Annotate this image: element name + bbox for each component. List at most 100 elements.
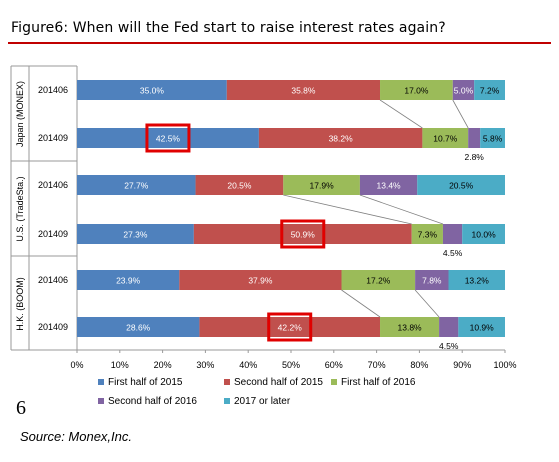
title-underline	[8, 42, 551, 44]
x-tick-label: 90%	[453, 360, 471, 370]
row-label: 201409	[38, 229, 68, 239]
row-label: 201409	[38, 322, 68, 332]
bar-segment	[77, 80, 227, 100]
bar-segment	[458, 317, 505, 337]
chart-title: Figure6: When will the Fed start to rais…	[11, 20, 446, 36]
bar-segment	[193, 224, 412, 244]
bar-segment	[452, 80, 475, 100]
bar-segment	[468, 128, 481, 148]
page-number: 6	[16, 397, 26, 419]
legend-swatch	[98, 398, 104, 404]
value-label: 7.8%	[422, 276, 442, 286]
bar-segment	[417, 175, 505, 195]
value-label: 17.9%	[310, 181, 335, 191]
bar-segment	[359, 175, 418, 195]
value-label: 10.7%	[433, 134, 458, 144]
bar-segment	[411, 224, 443, 244]
highlight-box	[145, 123, 191, 153]
series-connector	[452, 99, 469, 129]
value-label: 23.9%	[116, 276, 141, 286]
value-label: 17.0%	[404, 86, 429, 96]
value-label: 38.2%	[329, 134, 354, 144]
value-label: 42.5%	[156, 134, 181, 144]
value-label: 5.8%	[483, 134, 503, 144]
legend-label: 2017 or later	[234, 396, 291, 407]
bar-segment	[199, 317, 381, 337]
x-tick-label: 20%	[154, 360, 172, 370]
value-label: 5.0%	[454, 86, 474, 96]
x-tick-label: 70%	[368, 360, 386, 370]
series-connector	[414, 289, 440, 318]
legend-swatch	[224, 379, 230, 385]
legend-label: Second half of 2016	[108, 396, 197, 407]
bar-segment	[422, 128, 469, 148]
series-connector	[341, 289, 381, 318]
value-label: 17.2%	[366, 276, 391, 286]
legend-label: Second half of 2015	[234, 377, 323, 388]
bar-segment	[77, 270, 180, 290]
value-label: 13.8%	[398, 323, 423, 333]
x-tick-label: 50%	[282, 360, 300, 370]
bar-segment	[480, 128, 505, 148]
value-label: 42.2%	[278, 323, 303, 333]
group-label: Japan (MONEX)	[15, 81, 25, 147]
bar-segment	[77, 175, 196, 195]
value-label: 7.3%	[418, 230, 438, 240]
legend-label: First half of 2016	[341, 377, 416, 388]
x-tick-label: 30%	[196, 360, 214, 370]
value-label: 4.5%	[443, 248, 463, 258]
x-tick-label: 10%	[111, 360, 129, 370]
series-connector	[283, 194, 412, 225]
bar-segment	[77, 224, 194, 244]
highlight-box	[280, 219, 326, 249]
x-tick-label: 100%	[493, 360, 516, 370]
x-tick-label: 40%	[239, 360, 257, 370]
group-label: U.S. (TradeSta.)	[15, 176, 25, 241]
value-label: 35.8%	[291, 86, 316, 96]
row-label: 201406	[38, 180, 68, 190]
value-label: 27.3%	[123, 230, 148, 240]
legend-swatch	[98, 379, 104, 385]
bar-segment	[341, 270, 416, 290]
bar-segment	[462, 224, 505, 244]
row-label: 201406	[38, 275, 68, 285]
x-tick-label: 80%	[410, 360, 428, 370]
bar-segment	[77, 317, 200, 337]
legend-swatch	[331, 379, 337, 385]
bar-segment	[474, 80, 505, 100]
value-label: 10.0%	[472, 230, 497, 240]
value-label: 27.7%	[124, 181, 149, 191]
row-label: 201406	[38, 85, 68, 95]
group-label: H.K. (BOOM)	[15, 277, 25, 331]
bar-segment	[448, 270, 505, 290]
x-tick-label: 60%	[325, 360, 343, 370]
row-label: 201409	[38, 133, 68, 143]
value-label: 13.4%	[377, 181, 402, 191]
bar-segment	[442, 224, 463, 244]
legend-swatch	[224, 398, 230, 404]
x-tick-label: 0%	[70, 360, 83, 370]
bar-segment	[439, 317, 459, 337]
source-note: Source: Monex,Inc.	[20, 429, 132, 444]
value-label: 35.0%	[140, 86, 165, 96]
bar-segment	[179, 270, 342, 290]
value-label: 10.9%	[470, 323, 495, 333]
series-connector	[359, 194, 444, 225]
value-label: 50.9%	[291, 230, 316, 240]
value-label: 28.6%	[126, 323, 151, 333]
value-label: 2.8%	[464, 152, 484, 162]
bar-segment	[380, 80, 453, 100]
bar-segment	[283, 175, 360, 195]
bar-segment	[195, 175, 284, 195]
bar-segment	[226, 80, 381, 100]
bar-segment	[77, 128, 259, 148]
value-label: 20.5%	[227, 181, 252, 191]
bar-segment	[415, 270, 449, 290]
legend-label: First half of 2015	[108, 377, 183, 388]
value-label: 4.5%	[439, 341, 459, 351]
bar-segment	[258, 128, 423, 148]
highlight-box	[267, 312, 313, 342]
series-connector	[379, 99, 423, 129]
value-label: 7.2%	[480, 86, 500, 96]
